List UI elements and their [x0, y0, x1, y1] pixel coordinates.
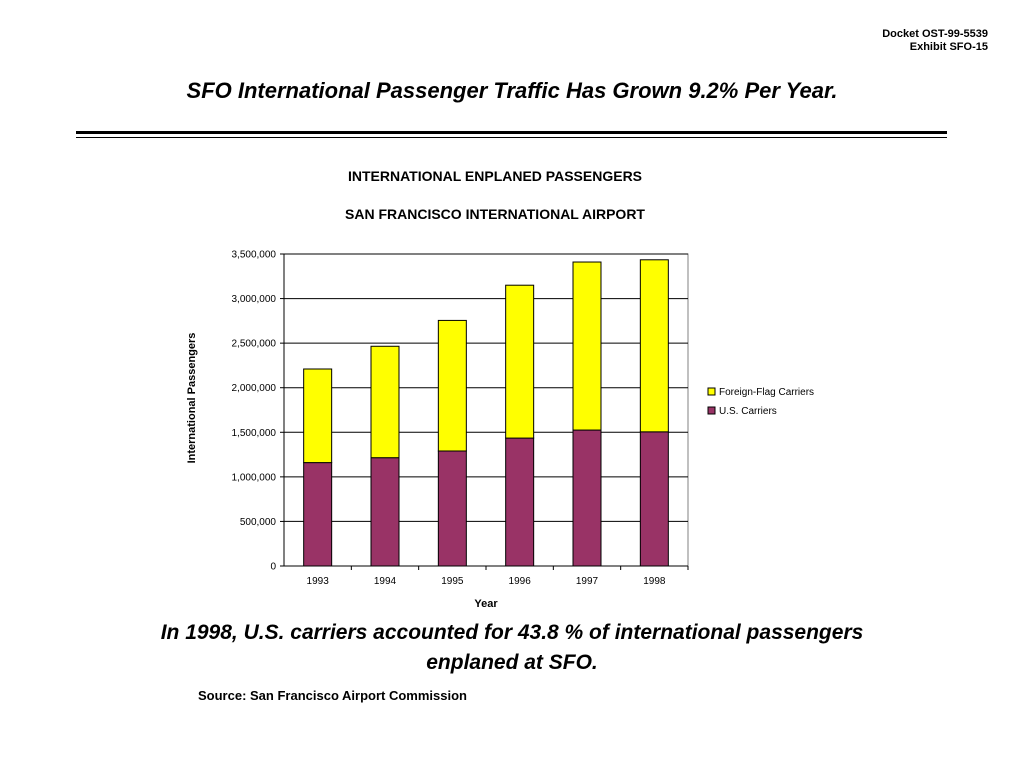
- x-tick-label: 1993: [307, 576, 330, 587]
- legend-label: U.S. Carriers: [719, 406, 777, 417]
- bar-us-1997: [572, 429, 602, 567]
- plot-area: [283, 253, 689, 567]
- x-tick-label: 1996: [509, 576, 532, 587]
- bar-us-1996: [505, 437, 535, 567]
- docket-label: Docket OST-99-5539 Exhibit SFO-15: [882, 28, 988, 54]
- bar-foreign-1998: [639, 259, 669, 433]
- y-tick-label: 3,500,000: [232, 250, 277, 261]
- stacked-bar-chart: 0 500,000 1,000,000 1,500,000 2,000,000 2,500…: [186, 250, 814, 611]
- y-tick-label: 500,000: [240, 517, 277, 528]
- y-axis-title: International Passengers: [186, 333, 198, 464]
- chart-subtitle: SAN FRANCISCO INTERNATIONAL AIRPORT: [345, 206, 645, 222]
- headline: SFO International Passenger Traffic Has …: [186, 78, 838, 103]
- y-tick-label: 3,000,000: [232, 294, 277, 305]
- docket-number: Docket OST-99-5539: [882, 28, 988, 40]
- y-tick-label: 0: [270, 562, 276, 573]
- bar-us-1994: [370, 457, 400, 567]
- legend-swatch: [707, 387, 716, 396]
- legend-label: Foreign-Flag Carriers: [719, 387, 814, 398]
- bar-us-1995: [437, 450, 467, 567]
- bar-foreign-1995: [437, 319, 467, 452]
- x-tick-label: 1998: [643, 576, 666, 587]
- bar-foreign-1996: [505, 284, 535, 439]
- x-tick-label: 1995: [441, 576, 464, 587]
- y-tick-label: 2,500,000: [232, 339, 277, 350]
- bar-foreign-1997: [572, 261, 602, 431]
- source-note: Source: San Francisco Airport Commission: [198, 688, 467, 703]
- bar-us-1998: [639, 431, 669, 567]
- y-tick-label: 2,000,000: [232, 383, 277, 394]
- conclusion-text: In 1998, U.S. carriers accounted for 43.…: [0, 618, 1024, 678]
- conclusion-line-2: enplaned at SFO.: [426, 651, 598, 674]
- x-axis-title: Year: [474, 598, 498, 610]
- y-tick-label: 1,500,000: [232, 428, 277, 439]
- bar-foreign-1993: [303, 368, 333, 464]
- x-tick-label: 1997: [576, 576, 599, 587]
- divider-thick: [76, 131, 947, 134]
- legend-swatch: [707, 406, 716, 415]
- divider-thin: [76, 137, 947, 138]
- bar-foreign-1994: [370, 345, 400, 459]
- chart-title: INTERNATIONAL ENPLANED PASSENGERS: [347, 168, 643, 184]
- conclusion-line-1: In 1998, U.S. carriers accounted for 43.…: [160, 621, 864, 644]
- bar-us-1993: [303, 462, 333, 567]
- exhibit-number: Exhibit SFO-15: [909, 41, 988, 53]
- x-tick-label: 1994: [374, 576, 397, 587]
- y-tick-label: 1,000,000: [232, 472, 277, 483]
